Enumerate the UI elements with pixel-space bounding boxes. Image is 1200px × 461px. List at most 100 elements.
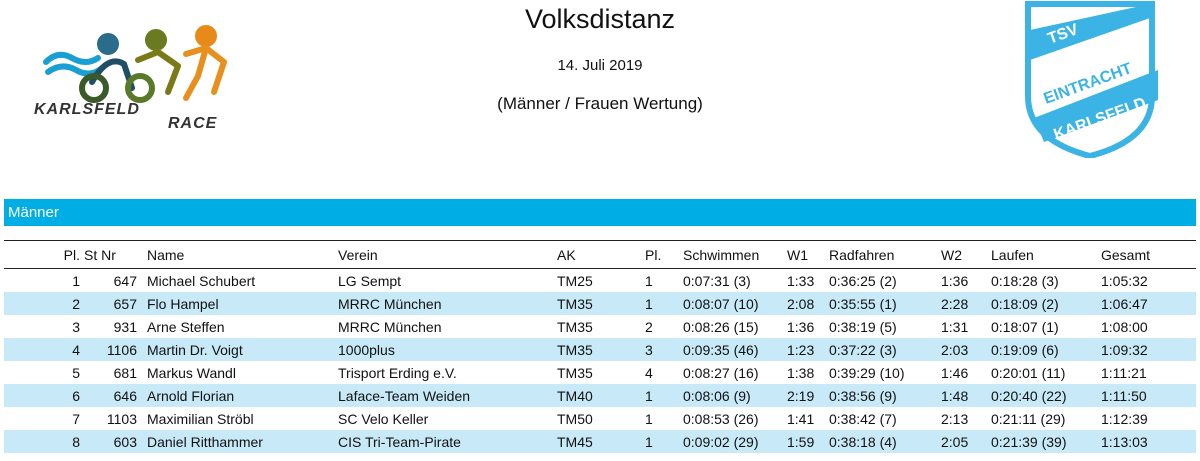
cell-swim: 0:08:06 (9)	[683, 387, 751, 404]
cell-transition2: 2:13	[941, 410, 969, 427]
cell-name: Maximilian Ströbl	[147, 410, 254, 427]
cell-place: 6	[72, 387, 80, 404]
table-row: 8 603 Daniel Ritthammer CIS Tri-Team-Pirate…	[4, 430, 1196, 453]
cell-swim: 0:07:31 (3)	[683, 272, 751, 289]
cell-place: 4	[72, 341, 80, 358]
cell-class-place: 1	[645, 387, 653, 404]
col-header-swim: Schwimmen	[683, 246, 760, 263]
cell-club: Laface-Team Weiden	[338, 387, 471, 404]
col-header-run: Laufen	[991, 246, 1034, 263]
cell-class-place: 3	[645, 341, 653, 358]
cell-total: 1:11:50	[1101, 387, 1147, 404]
cell-age-class: TM40	[557, 387, 593, 404]
cell-club: SC Velo Keller	[338, 410, 429, 427]
page-title: Volksdistanz	[524, 4, 676, 34]
cell-transition1: 1:36	[787, 318, 815, 335]
cell-age-class: TM45	[557, 433, 593, 450]
cell-start-number: 657	[113, 295, 137, 312]
cell-transition2: 1:36	[941, 272, 969, 289]
cell-transition2: 1:46	[941, 364, 969, 381]
cell-run: 0:21:39 (39)	[991, 433, 1067, 450]
cell-class-place: 4	[645, 364, 653, 381]
col-header-class-place: Pl.	[645, 246, 662, 263]
section-header-maenner: Männer	[4, 199, 1196, 226]
col-header-bike: Radfahren	[829, 246, 895, 263]
cell-transition2: 1:31	[941, 318, 969, 335]
logo-left-text2: RACE	[168, 115, 218, 132]
cell-bike: 0:36:25 (2)	[829, 272, 897, 289]
col-header-age-class: AK	[557, 246, 576, 263]
cell-club: Trisport Erding e.V.	[338, 364, 457, 381]
col-header-transition1: W1	[787, 246, 808, 263]
cell-bike: 0:37:22 (3)	[829, 341, 897, 358]
cell-name: Markus Wandl	[147, 364, 236, 381]
cell-run: 0:18:09 (2)	[991, 295, 1059, 312]
table-row: 3 931 Arne Steffen MRRC München TM35 2 0:08:26…	[4, 315, 1196, 338]
event-date: 14. Juli 2019	[557, 57, 643, 74]
cell-total: 1:12:39	[1101, 410, 1148, 427]
col-header-start-number: St Nr	[84, 246, 116, 263]
cell-name: Michael Schubert	[147, 272, 256, 289]
cell-swim: 0:08:26 (15)	[683, 318, 759, 335]
cell-name: Flo Hampel	[147, 295, 219, 312]
cell-transition1: 2:19	[787, 387, 815, 404]
cell-transition2: 2:03	[941, 341, 969, 358]
cell-bike: 0:38:56 (9)	[829, 387, 897, 404]
cell-place: 1	[72, 272, 80, 289]
cell-place: 7	[72, 410, 80, 427]
cell-transition1: 1:23	[787, 341, 815, 358]
cell-swim: 0:08:07 (10)	[683, 295, 759, 312]
cell-total: 1:06:47	[1101, 295, 1148, 312]
col-header-place: Pl.	[63, 246, 80, 263]
cell-swim: 0:08:53 (26)	[683, 410, 759, 427]
cell-bike: 0:39:29 (10)	[829, 364, 905, 381]
cell-transition1: 2:08	[787, 295, 815, 312]
cell-transition2: 2:05	[941, 433, 969, 450]
karlsfeld-race-logo: KARLSFELD RACE	[34, 25, 227, 132]
cell-transition2: 2:28	[941, 295, 969, 312]
table-row: 5 681 Markus Wandl Trisport Erding e.V. TM35…	[4, 361, 1196, 384]
cell-place: 8	[72, 433, 80, 450]
cell-place: 3	[72, 318, 80, 335]
cell-transition1: 1:41	[787, 410, 815, 427]
col-header-transition2: W2	[941, 246, 962, 263]
col-header-total: Gesamt	[1101, 246, 1151, 263]
table-row: 2 657 Flo Hampel MRRC München TM35 1 0:08:07 (…	[4, 292, 1196, 315]
cell-age-class: TM35	[557, 318, 593, 335]
cell-total: 1:09:32	[1101, 341, 1148, 358]
cell-class-place: 2	[645, 318, 653, 335]
cell-class-place: 1	[645, 410, 653, 427]
cell-run: 0:20:01 (11)	[991, 364, 1066, 381]
cell-bike: 0:38:42 (7)	[829, 410, 897, 427]
cell-age-class: TM25	[557, 272, 593, 289]
cell-age-class: TM50	[557, 410, 593, 427]
cell-bike: 0:38:19 (5)	[829, 318, 897, 335]
cell-club: CIS Tri-Team-Pirate	[338, 433, 461, 450]
cell-club: MRRC München	[338, 295, 442, 312]
cell-class-place: 1	[645, 272, 653, 289]
cell-total: 1:05:32	[1101, 272, 1148, 289]
cell-name: Daniel Ritthammer	[147, 433, 263, 450]
cell-start-number: 1106	[106, 341, 137, 358]
results-table: Pl. St Nr Name Verein AK Pl. Schwimmen W…	[4, 240, 1196, 453]
cell-bike: 0:38:18 (4)	[829, 433, 897, 450]
cell-name: Arne Steffen	[147, 318, 225, 335]
cell-run: 0:18:07 (1)	[991, 318, 1059, 335]
cell-total: 1:11:21	[1101, 364, 1147, 381]
table-row: 6 646 Arnold Florian Laface-Team Weiden TM40…	[4, 384, 1196, 407]
cell-bike: 0:35:55 (1)	[829, 295, 897, 312]
cell-start-number: 647	[113, 272, 137, 289]
cell-total: 1:13:03	[1101, 433, 1148, 450]
cell-club: 1000plus	[338, 341, 395, 358]
cell-club: LG Sempt	[338, 272, 402, 289]
cell-place: 5	[72, 364, 80, 381]
cell-place: 2	[72, 295, 80, 312]
cell-transition1: 1:33	[787, 272, 815, 289]
cell-start-number: 646	[113, 387, 137, 404]
logo-left-text1: KARLSFELD	[34, 101, 140, 118]
cell-transition1: 1:59	[787, 433, 815, 450]
cell-run: 0:19:09 (6)	[991, 341, 1059, 358]
col-header-club: Verein	[338, 246, 378, 263]
cell-start-number: 681	[113, 364, 137, 381]
cell-age-class: TM35	[557, 341, 593, 358]
